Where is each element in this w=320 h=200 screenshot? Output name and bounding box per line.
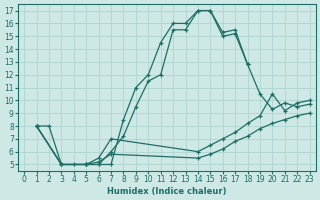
X-axis label: Humidex (Indice chaleur): Humidex (Indice chaleur): [107, 187, 227, 196]
